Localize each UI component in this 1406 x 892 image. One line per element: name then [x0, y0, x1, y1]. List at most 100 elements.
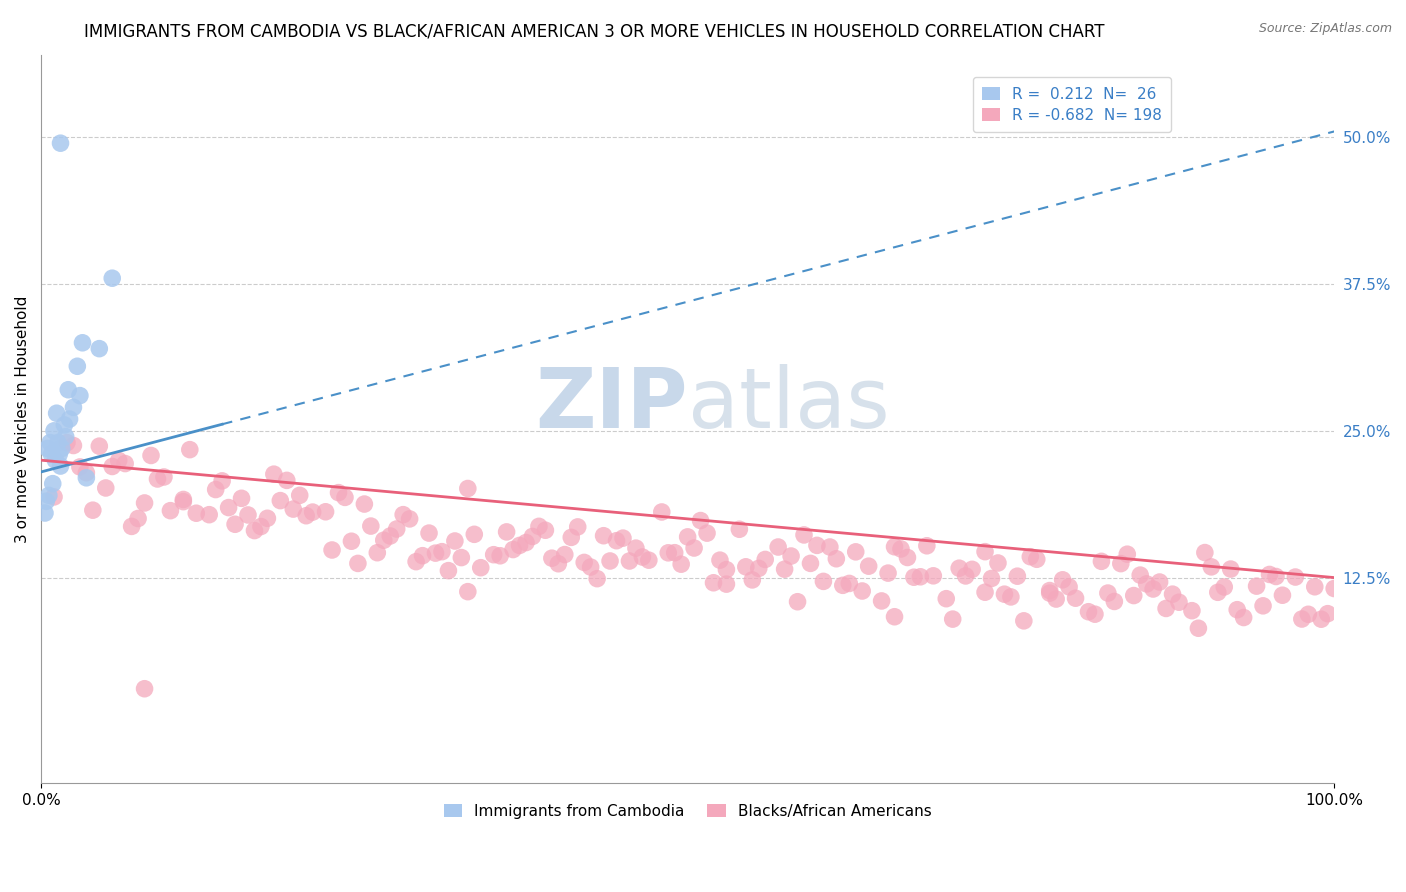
Point [392, 508, 415, 522]
Point [288, 488, 311, 502]
Point [430, 544, 453, 558]
Point [34, 506, 56, 520]
Point [1136, 577, 1159, 591]
Point [75, 466, 97, 480]
Point [896, 550, 918, 565]
Point [1064, 591, 1087, 606]
Point [948, 561, 970, 575]
Point [398, 512, 420, 526]
Point [256, 511, 278, 525]
Point [1052, 573, 1074, 587]
Point [696, 526, 718, 541]
Point [974, 585, 997, 599]
Point [922, 569, 945, 583]
Point [502, 542, 524, 557]
Point [56, 435, 79, 450]
Point [509, 538, 531, 552]
Point [1149, 574, 1171, 589]
Point [328, 485, 350, 500]
Point [127, 511, 149, 525]
Point [1039, 586, 1062, 600]
Point [960, 562, 983, 576]
Point [709, 553, 731, 567]
Point [1258, 567, 1281, 582]
Point [890, 541, 912, 556]
Point [186, 506, 208, 520]
Point [457, 584, 479, 599]
Point [101, 271, 124, 285]
Point [425, 546, 447, 560]
Point [1090, 554, 1112, 568]
Point [321, 543, 343, 558]
Point [955, 569, 977, 583]
Point [825, 551, 848, 566]
Point [910, 570, 932, 584]
Point [66, 359, 89, 374]
Point [42, 424, 65, 438]
Point [276, 474, 298, 488]
Point [470, 560, 492, 574]
Point [845, 545, 868, 559]
Point [405, 555, 427, 569]
Point [35, 494, 58, 508]
Point [612, 531, 634, 545]
Point [1161, 587, 1184, 601]
Point [489, 549, 512, 563]
Legend: Immigrants from Cambodia, Blacks/African Americans: Immigrants from Cambodia, Blacks/African… [436, 796, 939, 826]
Point [1104, 594, 1126, 608]
Point [858, 559, 880, 574]
Point [121, 519, 143, 533]
Point [1019, 549, 1042, 564]
Point [734, 559, 756, 574]
Point [1316, 607, 1339, 621]
Point [664, 546, 686, 560]
Point [599, 554, 621, 568]
Point [689, 514, 711, 528]
Point [786, 595, 808, 609]
Point [236, 508, 259, 522]
Point [134, 681, 156, 696]
Point [657, 546, 679, 560]
Point [1077, 605, 1099, 619]
Point [716, 577, 738, 591]
Point [541, 551, 564, 566]
Point [340, 534, 363, 549]
Point [1142, 582, 1164, 596]
Point [987, 556, 1010, 570]
Point [754, 552, 776, 566]
Point [373, 533, 395, 548]
Point [935, 591, 957, 606]
Point [1303, 580, 1326, 594]
Point [463, 527, 485, 541]
Point [870, 594, 893, 608]
Point [903, 570, 925, 584]
Point [38, 488, 60, 502]
Point [42, 490, 65, 504]
Point [1116, 547, 1139, 561]
Text: Source: ZipAtlas.com: Source: ZipAtlas.com [1258, 22, 1392, 36]
Point [1181, 604, 1204, 618]
Point [1226, 603, 1249, 617]
Point [315, 505, 337, 519]
Point [94, 481, 117, 495]
Point [915, 539, 938, 553]
Point [46, 435, 69, 450]
Point [980, 571, 1002, 585]
Point [224, 517, 246, 532]
Point [728, 522, 751, 536]
Point [301, 505, 323, 519]
Point [554, 548, 576, 562]
Point [450, 550, 472, 565]
Point [1284, 570, 1306, 584]
Point [813, 574, 835, 589]
Point [883, 609, 905, 624]
Point [560, 530, 582, 544]
Point [773, 562, 796, 576]
Point [1007, 569, 1029, 583]
Point [418, 526, 440, 541]
Point [780, 549, 803, 563]
Point [269, 493, 291, 508]
Point [58, 383, 80, 397]
Point [676, 530, 699, 544]
Point [1323, 582, 1346, 596]
